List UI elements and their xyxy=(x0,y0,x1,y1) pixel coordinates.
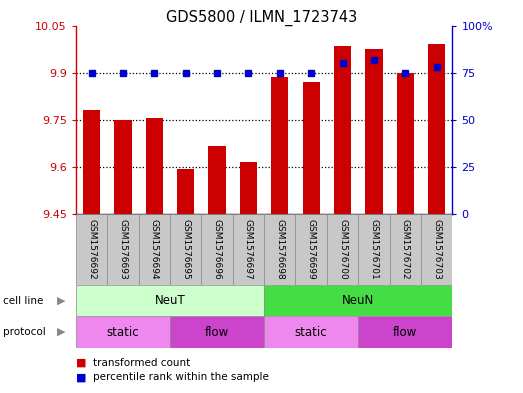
Bar xyxy=(201,214,233,285)
Bar xyxy=(327,214,358,285)
Text: GSM1576700: GSM1576700 xyxy=(338,219,347,280)
Text: GSM1576693: GSM1576693 xyxy=(118,219,128,280)
Text: GSM1576698: GSM1576698 xyxy=(275,219,285,280)
Text: GSM1576692: GSM1576692 xyxy=(87,219,96,280)
Text: ■: ■ xyxy=(76,372,86,382)
Text: static: static xyxy=(295,325,327,339)
Bar xyxy=(302,81,320,214)
Text: GDS5800 / ILMN_1723743: GDS5800 / ILMN_1723743 xyxy=(166,10,357,26)
Text: GSM1576702: GSM1576702 xyxy=(401,219,410,280)
Bar xyxy=(334,46,351,214)
Bar xyxy=(114,121,131,214)
Text: ■: ■ xyxy=(76,358,86,368)
Bar xyxy=(83,110,100,214)
Bar xyxy=(295,214,327,285)
Text: transformed count: transformed count xyxy=(93,358,190,368)
Bar xyxy=(76,214,107,285)
Text: GSM1576694: GSM1576694 xyxy=(150,219,159,280)
Bar xyxy=(76,316,170,348)
Text: GSM1576696: GSM1576696 xyxy=(212,219,222,280)
Text: GSM1576701: GSM1576701 xyxy=(369,219,379,280)
Text: flow: flow xyxy=(205,325,229,339)
Text: NeuT: NeuT xyxy=(155,294,185,307)
Bar xyxy=(358,214,390,285)
Text: GSM1576699: GSM1576699 xyxy=(306,219,316,280)
Bar xyxy=(421,214,452,285)
Text: ▶: ▶ xyxy=(58,327,66,337)
Bar xyxy=(264,285,452,316)
Bar xyxy=(358,316,452,348)
Bar xyxy=(208,146,226,214)
Text: flow: flow xyxy=(393,325,417,339)
Bar xyxy=(264,316,358,348)
Text: GSM1576703: GSM1576703 xyxy=(432,219,441,280)
Bar xyxy=(240,162,257,214)
Text: GSM1576695: GSM1576695 xyxy=(181,219,190,280)
Bar xyxy=(170,316,264,348)
Bar xyxy=(428,44,445,214)
Text: ▶: ▶ xyxy=(58,296,66,306)
Text: protocol: protocol xyxy=(3,327,46,337)
Bar xyxy=(396,73,414,214)
Text: percentile rank within the sample: percentile rank within the sample xyxy=(93,372,268,382)
Bar xyxy=(390,214,421,285)
Bar xyxy=(264,214,295,285)
Bar xyxy=(107,214,139,285)
Text: cell line: cell line xyxy=(3,296,43,306)
Bar xyxy=(177,169,195,214)
Bar xyxy=(271,77,289,214)
Bar xyxy=(233,214,264,285)
Bar xyxy=(365,49,382,214)
Bar xyxy=(170,214,201,285)
Bar xyxy=(139,214,170,285)
Text: static: static xyxy=(107,325,139,339)
Bar xyxy=(76,285,264,316)
Bar xyxy=(145,118,163,214)
Text: NeuN: NeuN xyxy=(342,294,374,307)
Text: GSM1576697: GSM1576697 xyxy=(244,219,253,280)
